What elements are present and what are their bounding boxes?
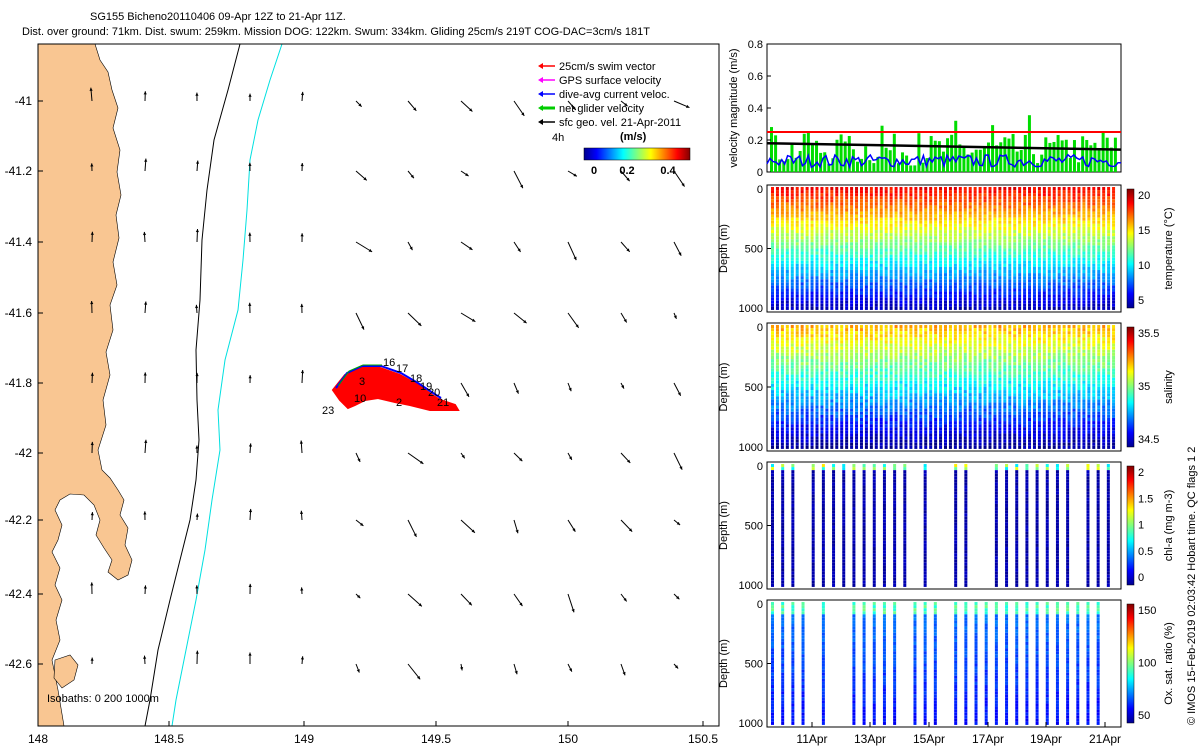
vector-head [300,233,304,237]
vector-head [195,650,199,654]
vector-head [248,375,252,379]
lon-tick-label: 150.5 [688,732,718,746]
vector-head [143,585,147,589]
vector-head [248,652,252,656]
lat-tick-label: -41.6 [5,306,33,320]
vector-head [248,443,253,447]
vector-head [143,372,147,376]
isobath-200m [144,44,241,726]
vector-head [248,162,252,166]
vector-head [143,511,147,515]
lat-tick-label: -41.8 [5,376,33,390]
track-label: 17 [396,363,408,375]
vector-head [90,582,94,586]
lon-tick-label: 150 [558,732,578,746]
track-label: 23 [322,405,334,417]
lat-tick-label: -42.2 [5,513,33,527]
island [53,654,79,689]
lon-tick-label: 148 [28,732,48,746]
vector-head [195,160,200,164]
legend-4h: 4h [552,132,565,144]
vector-head [299,440,303,444]
lon-tick-label: 149 [294,732,314,746]
vector-head [144,301,148,305]
track-label: 2 [396,397,402,409]
isobath-1000m [171,44,283,726]
vector-head [195,372,199,377]
lat-tick-label: -42.6 [5,657,33,671]
colorbar-tick: 0 [591,165,597,177]
colorbar-tick: 0.4 [660,165,676,177]
vector-head [195,228,199,233]
lat-tick-label: -41.4 [5,235,33,249]
vector-head [195,92,199,96]
vector-head [143,91,147,95]
track-label: 3 [359,376,365,388]
legend-label: 25cm/s swim vector [559,61,656,73]
legend-label: sfc geo. vel. 21-Apr-2011 [559,117,681,129]
lat-tick-label: -41.2 [5,164,33,178]
tasmania-coastline [38,44,133,726]
track-label: 10 [354,393,366,405]
lon-tick-label: 149.5 [421,732,451,746]
vector-head [90,512,94,516]
vector-head [90,657,94,661]
lat-tick-label: -41 [15,94,33,108]
vector-head [248,583,252,588]
legend-label: dive-avg current veloc. [559,89,670,101]
vector-head [142,231,147,236]
vector-head [300,369,305,374]
legend-label: net glider velocity [559,103,644,115]
vector-head [248,93,252,97]
vector-head [248,232,252,236]
isobaths-label: Isobaths: 0 200 1000m [47,693,159,705]
vector-head [300,303,304,308]
vector-head [144,158,148,162]
vector-head [300,91,305,96]
lon-tick-label: 148.5 [154,732,184,746]
track-label: 16 [383,357,395,369]
colorbar-unit: (m/s) [620,131,647,143]
vector-head [300,162,304,167]
vector-head [299,510,304,514]
vector-head [143,655,147,659]
vector-head [300,587,304,591]
legend-label: GPS surface velocity [559,75,662,87]
lat-tick-label: -42.4 [5,587,33,601]
vector-head [248,508,253,513]
vector-head [248,302,252,306]
vector-head [195,304,199,309]
lat-tick-label: -42 [15,446,33,460]
colorbar-tick: 0.2 [619,165,634,177]
vector-head [300,656,304,660]
vector-head [195,513,199,517]
map-colorbar [583,147,691,161]
vector-head [144,439,148,443]
track-label: 21 [437,397,449,409]
